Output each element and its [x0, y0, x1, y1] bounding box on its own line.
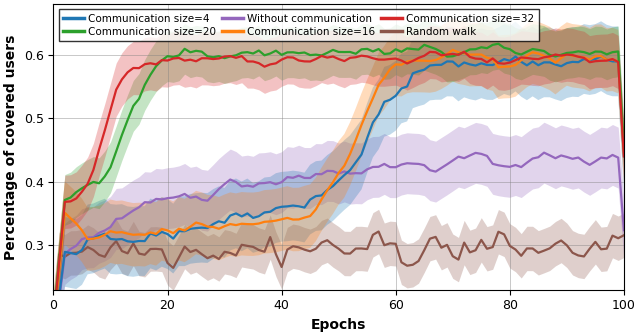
Line: Communication size=32: Communication size=32 [54, 52, 624, 321]
Without communication [90, 235, 97, 239]
Communication size=4 [597, 54, 605, 58]
Without communication [449, 159, 456, 163]
Communication size=20 [50, 316, 58, 320]
Communication size=32 [620, 154, 628, 158]
Communication size=32 [50, 319, 58, 323]
Without communication [540, 151, 548, 155]
Communication size=16 [454, 50, 462, 54]
Communication size=4 [192, 226, 200, 230]
Communication size=20 [90, 180, 97, 184]
Random walk [483, 247, 491, 251]
Random walk [620, 233, 628, 237]
Communication size=32 [192, 59, 200, 63]
Communication size=32 [392, 56, 399, 60]
Without communication [620, 228, 628, 232]
Random walk [454, 258, 462, 262]
Communication size=32 [90, 168, 97, 172]
Line: Communication size=20: Communication size=20 [54, 44, 624, 318]
Random walk [375, 229, 383, 234]
Communication size=16 [620, 151, 628, 155]
Communication size=20 [495, 42, 502, 46]
Communication size=16 [392, 62, 399, 67]
Communication size=20 [620, 145, 628, 150]
Without communication [192, 195, 200, 199]
Communication size=20 [392, 47, 399, 51]
Communication size=20 [449, 54, 456, 58]
Without communication [312, 172, 320, 176]
Without communication [392, 165, 399, 169]
Communication size=4 [449, 59, 456, 64]
Legend: Communication size=4, Communication size=20, Without communication, Communicatio: Communication size=4, Communication size… [59, 9, 539, 41]
Random walk [397, 260, 405, 264]
Line: Without communication: Without communication [54, 153, 624, 336]
Communication size=32 [460, 50, 468, 54]
Communication size=16 [483, 56, 491, 60]
Without communication [477, 152, 485, 156]
Communication size=16 [50, 323, 58, 327]
Communication size=32 [312, 57, 320, 61]
Communication size=32 [483, 60, 491, 65]
Communication size=4 [392, 94, 399, 98]
Communication size=4 [477, 61, 485, 65]
Communication size=16 [312, 207, 320, 211]
Random walk [312, 247, 320, 251]
Communication size=16 [90, 237, 97, 241]
Y-axis label: Percentage of covered users: Percentage of covered users [4, 34, 18, 259]
Random walk [90, 248, 97, 252]
Communication size=4 [90, 236, 97, 240]
Communication size=4 [620, 154, 628, 158]
Communication size=20 [477, 45, 485, 49]
Line: Random walk: Random walk [54, 232, 624, 336]
Communication size=32 [449, 52, 456, 56]
Communication size=20 [192, 49, 200, 53]
Line: Communication size=16: Communication size=16 [54, 50, 624, 325]
Communication size=20 [312, 53, 320, 57]
Communication size=16 [449, 48, 456, 52]
Communication size=4 [312, 194, 320, 198]
X-axis label: Epochs: Epochs [311, 318, 366, 332]
Line: Communication size=4: Communication size=4 [54, 56, 624, 336]
Random walk [192, 248, 200, 252]
Communication size=16 [192, 220, 200, 224]
